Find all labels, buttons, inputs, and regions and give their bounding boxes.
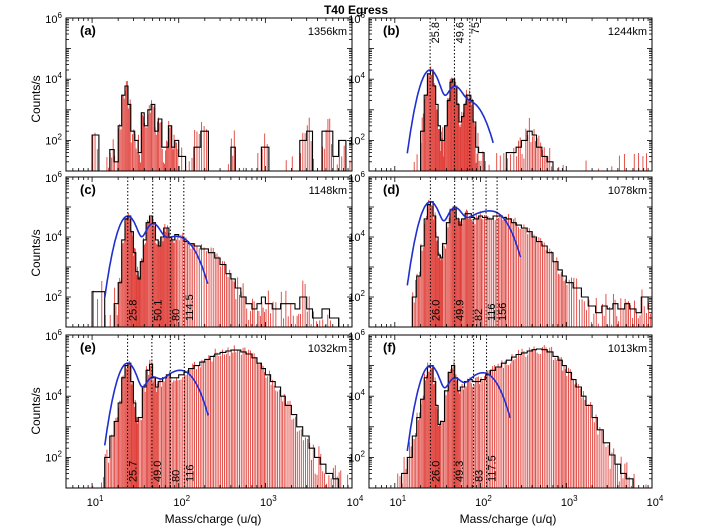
marker-label: 117.5 (487, 455, 499, 482)
panel-label: (f) (383, 340, 396, 355)
plot-area (91, 212, 344, 327)
altitude-label: 1013km (608, 343, 647, 355)
fit-curve (103, 215, 209, 298)
histogram-series (394, 348, 649, 488)
y-tick-label: 104 (45, 229, 62, 244)
marker-label: 49.0 (152, 461, 164, 482)
panel-d: 26.0 49.9 82 116 156 102 104 106 (d) 1078km (348, 170, 653, 328)
figure-title: T40 Egress (324, 3, 388, 17)
marker-label: 83 (474, 470, 486, 482)
y-tick-label: 106 (45, 11, 62, 26)
x-tick-label: 102 (475, 494, 492, 509)
altitude-label: 1356km (308, 26, 347, 38)
panel-e: 25.7 49.0 80 116 102 104 106 101 102 103 104 (e) 103… (45, 328, 364, 509)
y-tick-label: 102 (45, 449, 62, 464)
y-tick-label: 102 (45, 132, 62, 147)
y-tick-label: 102 (348, 132, 365, 147)
fit-curve (103, 362, 209, 446)
panel-c: 25.8 50.1 80 114.5 102 104 106 (c) 1148km (45, 170, 353, 328)
plot-area (91, 80, 352, 171)
marker-label: 114.5 (184, 294, 196, 321)
x-tick-label: 104 (347, 494, 364, 509)
histogram-series (407, 201, 652, 327)
marker-label: 116 (486, 303, 498, 321)
plot-area (394, 345, 649, 488)
altitude-label: 1032km (308, 343, 347, 355)
altitude-label: 1148km (309, 185, 347, 197)
marker-label: 25.8 (430, 22, 442, 43)
y-tick-label: 104 (45, 388, 62, 403)
histogram-series (92, 349, 349, 488)
marker-label: 26.0 (430, 300, 442, 321)
altitude-label: 1078km (608, 185, 647, 197)
panel-label: (d) (383, 182, 400, 197)
marker-label: 49.9 (455, 300, 467, 321)
y-axis-label-bottom: Counts/s (29, 387, 43, 434)
fit-curve (406, 200, 522, 286)
marker-label: 80 (170, 470, 182, 482)
axes-frame (368, 334, 653, 489)
y-axis-label-top: Counts/s (29, 75, 43, 122)
marker-label: 26.0 (430, 461, 442, 482)
marker-label: 75 (470, 22, 482, 34)
panel-b: 25.8 49.6 75 102 104 106 (b) 1244km (348, 11, 653, 172)
x-tick-label: 103 (561, 494, 578, 509)
panels: 102 104 106 (a) 1356km 25.8 49.6 75 102 104 106 (b)… (45, 11, 664, 509)
marker-label: 50.1 (153, 300, 165, 321)
marker-label: 25.8 (128, 300, 140, 321)
y-tick-label: 106 (45, 170, 62, 185)
axes-frame (65, 17, 353, 172)
axes-frame (368, 17, 653, 172)
axes-frame (368, 176, 653, 328)
y-tick-label: 104 (45, 71, 62, 86)
marker-label: 82 (473, 309, 485, 321)
x-tick-label: 101 (87, 494, 104, 509)
fit-curve (406, 364, 511, 452)
altitude-label: 1244km (608, 26, 647, 38)
panel-f: 26.0 49.3 83 117.5 102 104 106 101 102 103 104 (f) 1… (348, 328, 664, 509)
x-tick-label: 104 (647, 494, 664, 509)
marker-label: 25.7 (128, 461, 140, 482)
axes-frame (65, 334, 353, 489)
panel-label: (e) (80, 340, 96, 355)
panel-label: (b) (383, 23, 400, 38)
x-tick-label: 102 (173, 494, 190, 509)
marker-label: 156 (497, 303, 509, 321)
marker-label: 49.6 (454, 22, 466, 43)
x-tick-label: 103 (260, 494, 277, 509)
y-tick-label: 104 (348, 388, 365, 403)
marker-label: 116 (184, 464, 196, 482)
x-tick-label: 101 (389, 494, 406, 509)
y-tick-label: 104 (348, 71, 365, 86)
y-tick-label: 106 (348, 328, 365, 343)
y-tick-label: 106 (348, 11, 365, 26)
marker-label: 80 (170, 309, 182, 321)
axes-frame (65, 176, 353, 328)
y-tick-label: 104 (348, 229, 365, 244)
y-axis-label-middle: Counts/s (29, 229, 43, 276)
panel-label: (a) (80, 23, 96, 38)
y-tick-label: 102 (348, 449, 365, 464)
marker-label: 49.3 (454, 461, 466, 482)
fit-curve (406, 69, 494, 154)
x-axis-label-right: Mass/charge (u/q) (460, 512, 557, 526)
panel-label: (c) (80, 182, 96, 197)
plot-area (92, 345, 349, 488)
y-tick-label: 102 (45, 289, 62, 304)
histogram-series (394, 69, 652, 171)
y-tick-label: 106 (45, 328, 62, 343)
y-tick-label: 106 (348, 170, 365, 185)
histogram-series (91, 85, 352, 171)
plot-area (406, 199, 652, 327)
plot-area (394, 66, 652, 171)
y-tick-label: 102 (348, 289, 365, 304)
x-axis-label-left: Mass/charge (u/q) (165, 512, 262, 526)
panel-a: 102 104 106 (a) 1356km (45, 11, 353, 172)
